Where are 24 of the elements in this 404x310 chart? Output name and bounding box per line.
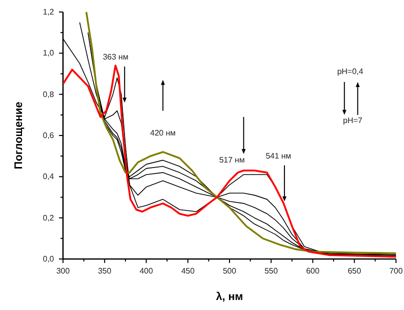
x-tick-label: 350 bbox=[98, 266, 112, 276]
x-tick-label: 650 bbox=[348, 266, 362, 276]
y-axis-title: Поглощение bbox=[13, 102, 25, 170]
annotation: 420 нм bbox=[150, 128, 176, 138]
annotation: pH=7 bbox=[343, 116, 363, 126]
x-tick-label: 500 bbox=[222, 266, 237, 276]
x-tick-label: 450 bbox=[181, 266, 196, 276]
annotation: 517 нм bbox=[219, 155, 245, 164]
y-tick-label: 0,8 bbox=[42, 90, 55, 99]
y-tick-label: 0,0 bbox=[42, 254, 55, 264]
y-tick-label: 1,2 bbox=[42, 8, 55, 17]
x-tick-label: 700 bbox=[389, 266, 404, 276]
annotation: 541 нм bbox=[266, 151, 292, 160]
annotation: pH=0,4 bbox=[337, 66, 364, 76]
y-tick-label: 1,0 bbox=[42, 48, 55, 58]
x-tick-label: 400 bbox=[140, 266, 154, 276]
y-tick-label: 0,2 bbox=[42, 213, 55, 222]
x-tick-label: 600 bbox=[306, 266, 320, 276]
y-tick-label: 0,4 bbox=[42, 172, 55, 182]
x-tick-label: 300 bbox=[56, 266, 70, 276]
y-tick-label: 0,6 bbox=[42, 131, 55, 140]
annotation: 363 нм bbox=[102, 52, 128, 62]
x-axis-title: λ, нм bbox=[216, 291, 244, 303]
x-tick-label: 550 bbox=[264, 266, 278, 276]
